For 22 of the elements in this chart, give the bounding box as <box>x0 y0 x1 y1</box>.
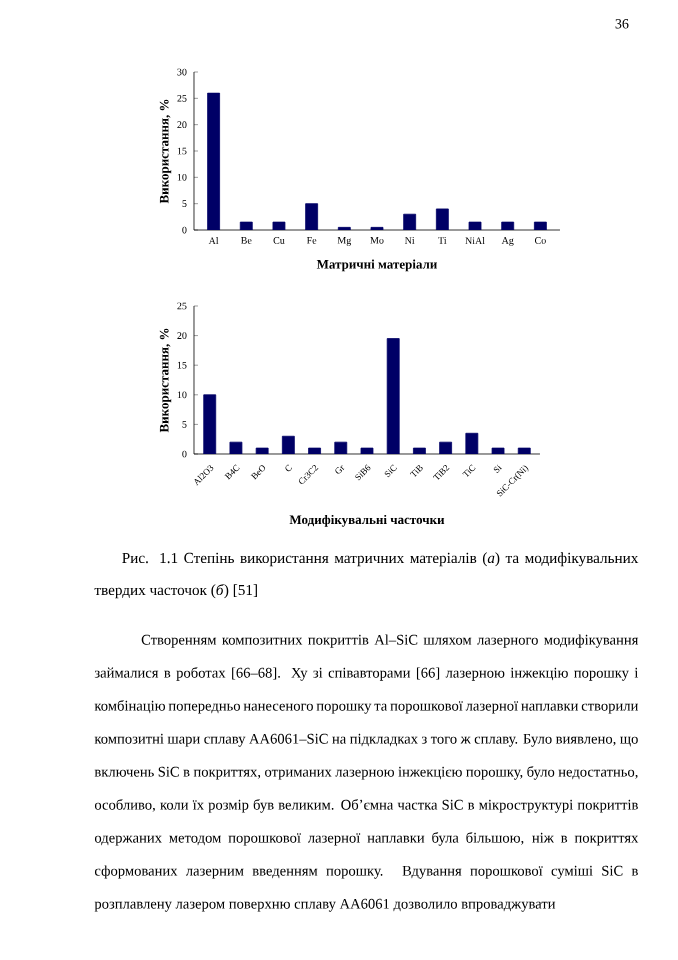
bar <box>533 221 547 231</box>
bar <box>334 441 348 454</box>
bar <box>308 447 321 454</box>
bar <box>491 447 505 454</box>
bar <box>501 221 515 231</box>
bar <box>272 221 286 231</box>
bar <box>386 338 400 454</box>
bar <box>465 432 479 454</box>
bar <box>360 447 374 454</box>
bar <box>203 394 217 454</box>
bar <box>255 447 269 454</box>
bar <box>239 221 253 231</box>
bar <box>403 213 417 231</box>
bar <box>468 221 482 231</box>
bar <box>207 92 220 231</box>
bar <box>517 447 531 454</box>
bar <box>439 441 453 454</box>
bar <box>305 203 319 231</box>
bar <box>413 447 426 454</box>
bar <box>435 208 449 231</box>
bar <box>281 435 295 454</box>
bar <box>229 441 243 454</box>
